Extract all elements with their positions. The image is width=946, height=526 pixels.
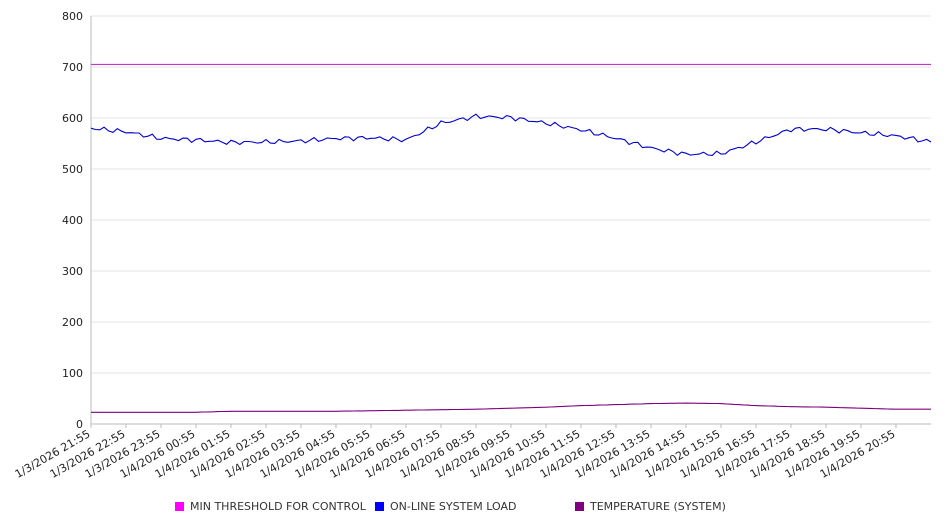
legend-item-min-threshold: MIN THRESHOLD FOR CONTROL — [175, 499, 366, 513]
y-tick-label: 600 — [62, 112, 83, 125]
y-tick-label: 0 — [76, 418, 83, 431]
legend-swatch-system-load — [375, 501, 384, 511]
y-tick-label: 800 — [62, 10, 83, 23]
y-tick-label: 300 — [62, 265, 83, 278]
y-tick-label: 400 — [62, 214, 83, 227]
legend-label-min-threshold: MIN THRESHOLD FOR CONTROL — [190, 499, 366, 513]
legend-label-temperature: TEMPERATURE (SYSTEM) — [590, 499, 726, 513]
y-tick-label: 500 — [62, 163, 83, 176]
y-tick-label: 700 — [62, 61, 83, 74]
series-line-2 — [90, 113, 932, 157]
legend-item-system-load: ON-LINE SYSTEM LOAD — [375, 499, 516, 513]
legend-item-temperature: TEMPERATURE (SYSTEM) — [575, 499, 726, 513]
y-tick-label: 200 — [62, 316, 83, 329]
legend-swatch-temperature — [575, 501, 584, 511]
legend-label-system-load: ON-LINE SYSTEM LOAD — [390, 499, 517, 513]
y-tick-label: 100 — [62, 367, 83, 380]
legend-swatch-min-threshold — [175, 501, 184, 511]
series-line-3 — [91, 402, 931, 413]
